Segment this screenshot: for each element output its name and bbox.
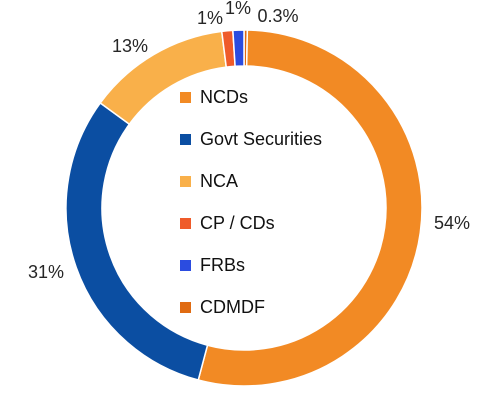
legend-swatch-frbs (180, 260, 191, 271)
label-cdmdf: 0.3% (257, 6, 298, 26)
legend-swatch-cp-cds (180, 218, 191, 229)
legend-label-nca: NCA (200, 171, 238, 191)
legend: NCDs Govt Securities NCA CP / CDs FRBs CDMDF (180, 87, 322, 317)
label-govt-securities: 31% (28, 262, 64, 282)
legend-label-govt-securities: Govt Securities (200, 129, 322, 149)
legend-label-cp-cds: CP / CDs (200, 213, 275, 233)
donut-slices (65, 29, 423, 387)
legend-swatch-cdmdf (180, 302, 191, 313)
legend-swatch-ncds (180, 92, 191, 103)
legend-swatch-nca (180, 176, 191, 187)
label-frbs: 1% (225, 0, 251, 18)
legend-swatch-govt-securities (180, 134, 191, 145)
slice-ncds (197, 29, 423, 387)
legend-label-ncds: NCDs (200, 87, 248, 107)
legend-label-frbs: FRBs (200, 255, 245, 275)
percentage-labels: 54% 31% 13% 1% 1% 0.3% (28, 0, 470, 282)
legend-label-cdmdf: CDMDF (200, 297, 265, 317)
label-cp-cds: 1% (197, 8, 223, 28)
label-ncds: 54% (434, 213, 470, 233)
slice-frbs (232, 29, 245, 68)
label-nca: 13% (112, 36, 148, 56)
